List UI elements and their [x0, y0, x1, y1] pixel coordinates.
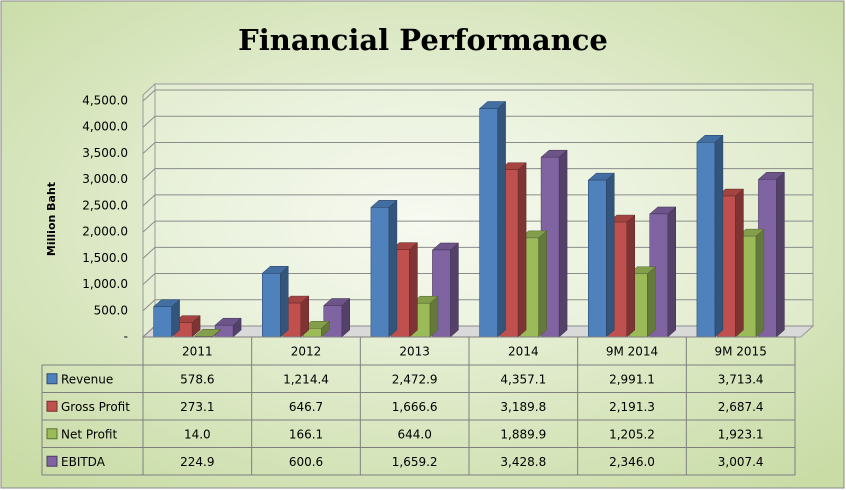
table-value: 578.6 — [180, 372, 214, 386]
bar-side — [667, 206, 676, 338]
table-value: 1,205.2 — [609, 427, 655, 441]
grid-line — [142, 168, 813, 181]
bar — [587, 172, 615, 338]
table-value: 273.1 — [180, 400, 214, 414]
legend-swatch — [46, 428, 58, 440]
y-tick-label: 2,500.0 — [82, 198, 128, 212]
table-value: 166.1 — [289, 427, 323, 441]
bar — [261, 265, 289, 338]
legend-label: Net Profit — [61, 427, 117, 441]
bar-front — [479, 108, 498, 338]
table-value: 600.6 — [289, 455, 323, 469]
y-tick-label: 500.0 — [94, 303, 128, 317]
table-value: 2,472.9 — [392, 372, 438, 386]
table-value: 3,428.8 — [500, 455, 546, 469]
bar-side — [409, 242, 418, 338]
x-tick-label: 2014 — [508, 345, 539, 359]
y-tick-label: 2,000.0 — [82, 225, 128, 239]
x-tick-label: 2012 — [291, 345, 322, 359]
grid-line — [142, 141, 813, 154]
legend-swatch — [46, 455, 58, 467]
bar-front — [262, 273, 281, 338]
x-tick-label: 2013 — [399, 345, 430, 359]
bar-front — [588, 179, 607, 338]
chart-title: Financial Performance — [238, 23, 608, 57]
table-value: 14.0 — [184, 427, 211, 441]
table-value: 644.0 — [397, 427, 431, 441]
legend-label: Revenue — [61, 372, 113, 386]
bar — [193, 328, 222, 338]
y-tick-label: - — [124, 330, 128, 344]
y-tick-label: 1,000.0 — [82, 277, 128, 291]
grid-line — [142, 89, 813, 102]
bar-side — [517, 162, 527, 338]
x-tick-label: 2011 — [182, 345, 213, 359]
y-tick-label: 3,500.0 — [82, 146, 128, 160]
table-value: 2,346.0 — [609, 455, 655, 469]
bar-front — [696, 142, 716, 338]
table-value: 4,357.1 — [500, 372, 546, 386]
bar-side — [388, 199, 398, 338]
table-value: 1,659.2 — [392, 455, 438, 469]
bar-side — [714, 134, 724, 338]
table-value: 3,713.4 — [718, 372, 764, 386]
x-tick-label: 9M 2014 — [606, 345, 658, 359]
table-value: 2,191.3 — [609, 400, 655, 414]
bar-side — [626, 214, 635, 338]
bar-side — [755, 228, 765, 338]
table-value: 2,991.1 — [609, 372, 655, 386]
bar — [152, 299, 181, 338]
bar-side — [450, 242, 459, 338]
bar-side — [280, 265, 289, 338]
bar — [302, 320, 330, 338]
table-value: 1,214.4 — [283, 372, 329, 386]
table-value: 3,007.4 — [718, 455, 764, 469]
legend-label: Gross Profit — [61, 400, 130, 414]
y-tick-label: 1,500.0 — [82, 251, 128, 265]
table-value: 3,189.8 — [500, 400, 546, 414]
bar-side — [606, 172, 615, 338]
x-tick-label: 9M 2015 — [714, 345, 766, 359]
legend-swatch — [46, 373, 58, 385]
bar-front — [370, 207, 390, 338]
bar-front — [153, 306, 172, 338]
legend-label: EBITDA — [61, 455, 106, 469]
bar-side — [497, 100, 506, 338]
table-value: 2,687.4 — [718, 400, 764, 414]
y-tick-label: 4,500.0 — [82, 94, 128, 108]
y-axis-label: Million Baht — [45, 182, 58, 256]
bar — [696, 134, 724, 338]
y-tick-label: 3,000.0 — [82, 172, 128, 186]
bar — [370, 199, 398, 338]
bar-side — [776, 171, 785, 338]
legend-swatch — [46, 400, 58, 412]
bar — [478, 100, 507, 338]
y-tick-label: 4,000.0 — [82, 120, 128, 134]
table-value: 1,889.9 — [500, 427, 546, 441]
table-value: 1,923.1 — [718, 427, 764, 441]
grid-line — [142, 115, 813, 128]
bar-side — [735, 188, 744, 338]
bar-side — [647, 266, 656, 338]
table-value: 224.9 — [180, 455, 214, 469]
table-value: 646.7 — [289, 400, 323, 414]
table-value: 1,666.6 — [392, 400, 438, 414]
bar-side — [538, 230, 547, 338]
bar-side — [558, 149, 568, 338]
